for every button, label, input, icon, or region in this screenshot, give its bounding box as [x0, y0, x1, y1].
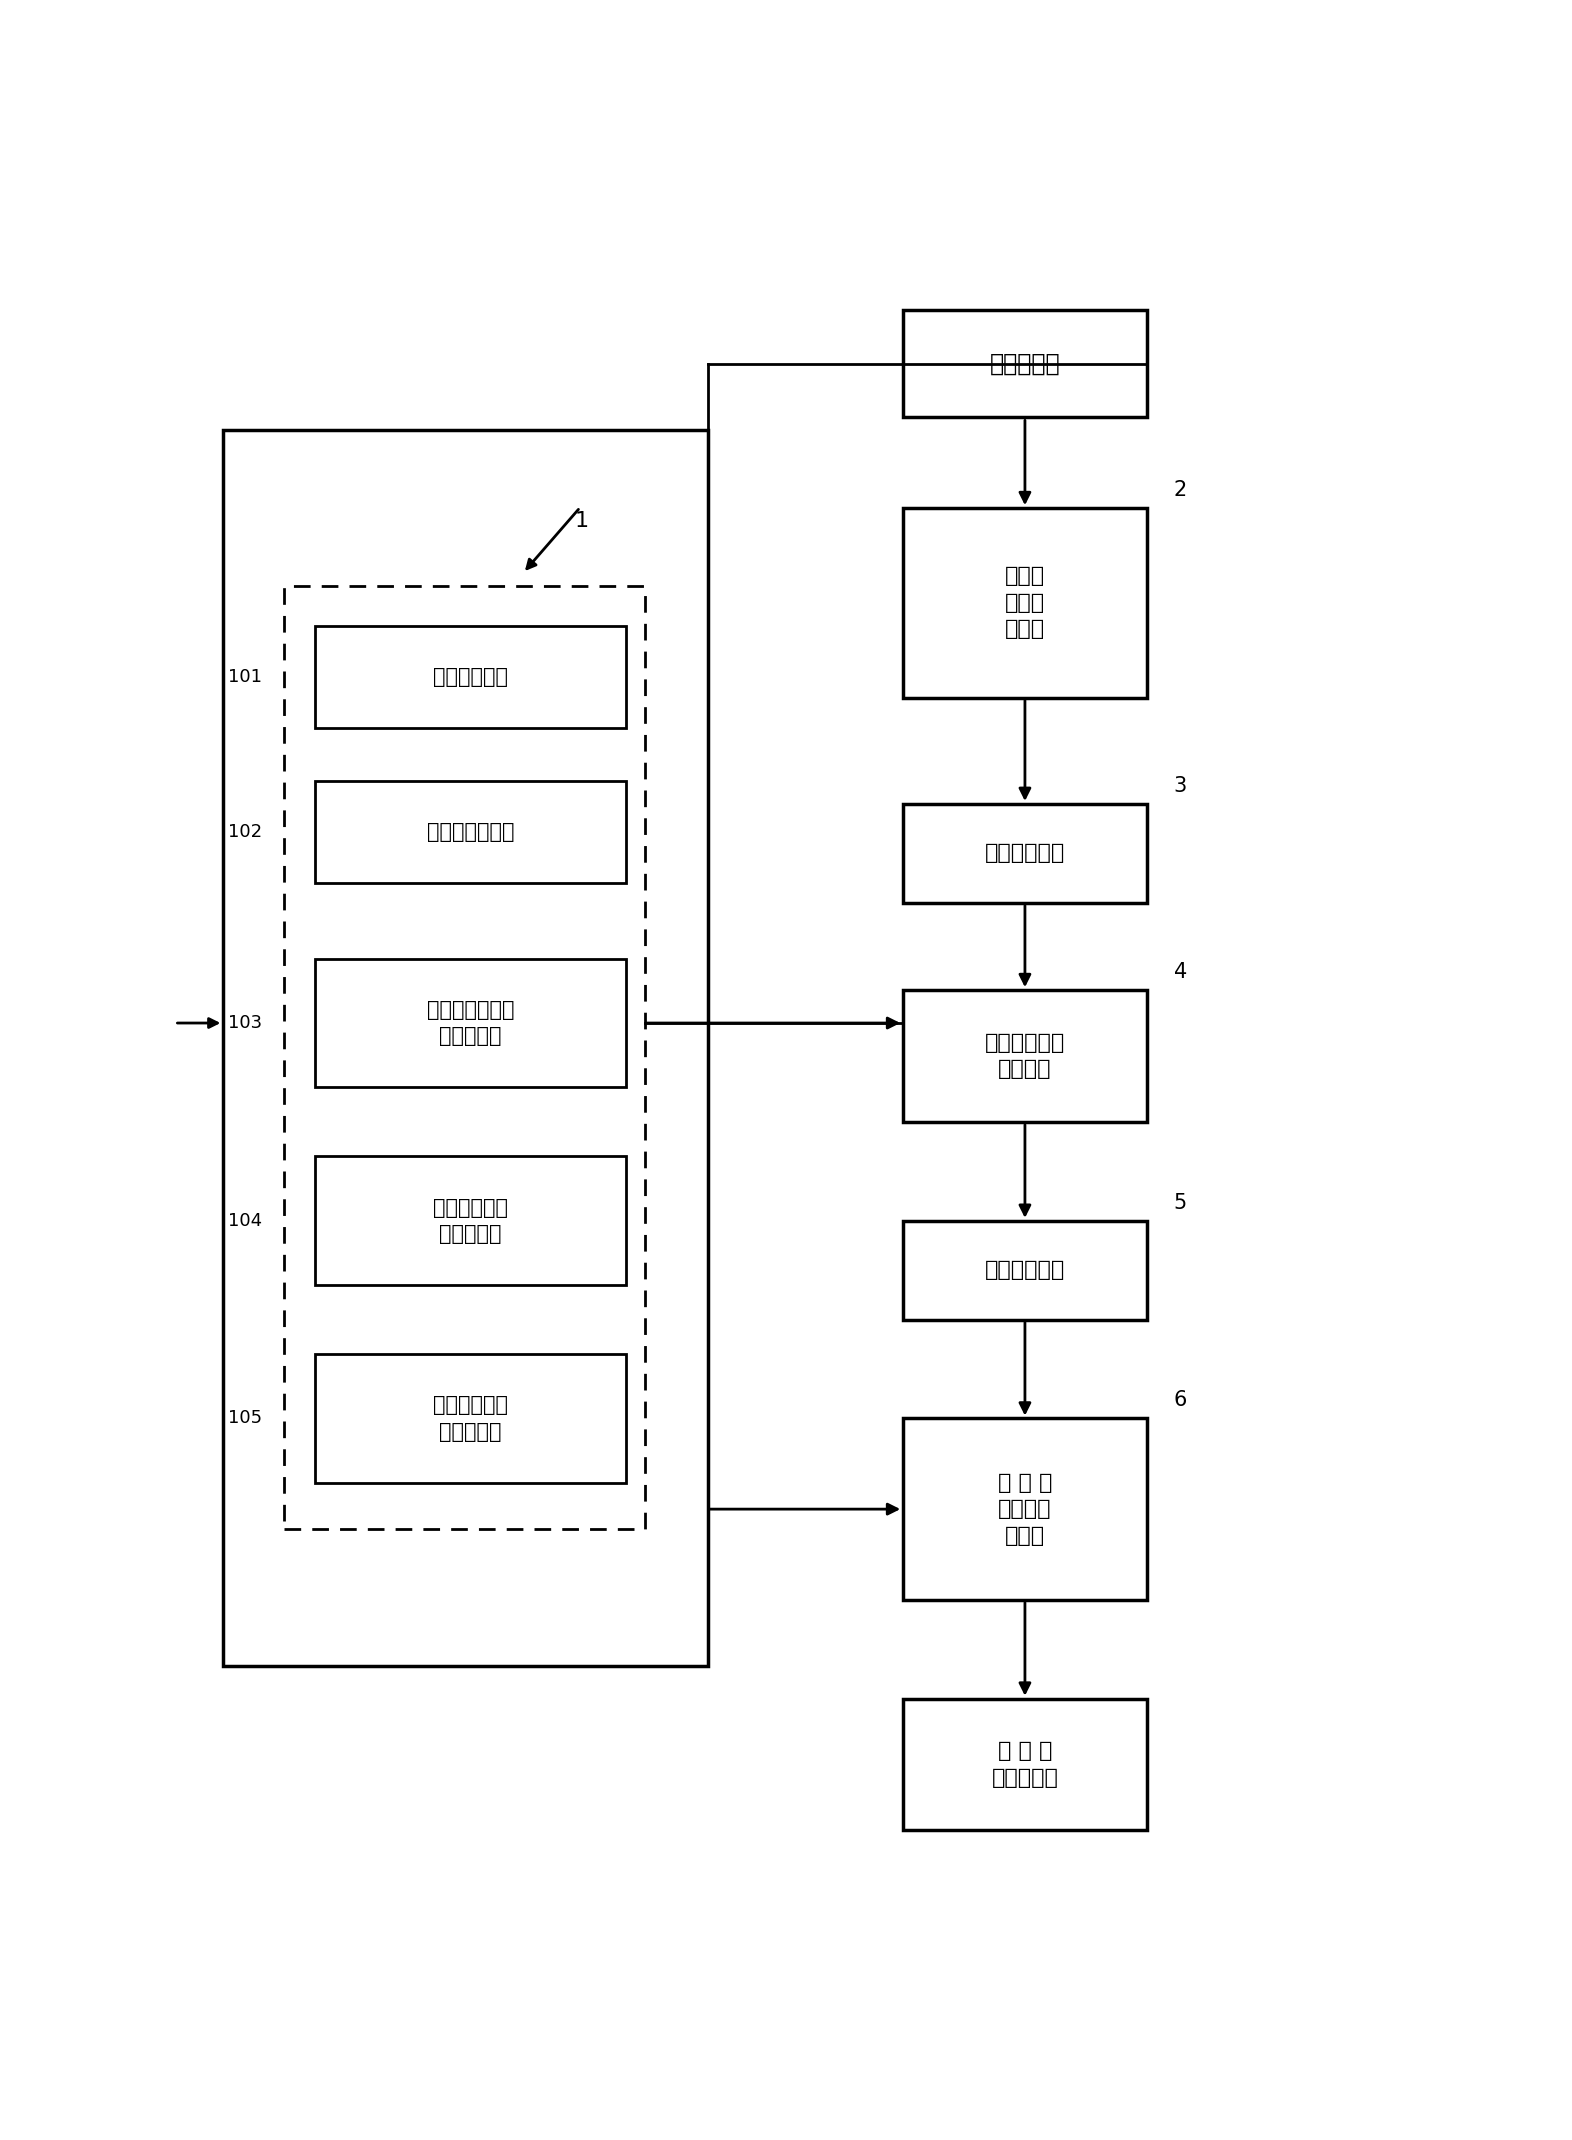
Text: 压缩数据传输
存储模块: 压缩数据传输 存储模块 [984, 1034, 1066, 1079]
Bar [316, 1355, 626, 1483]
Bar [316, 1156, 626, 1284]
Text: 5: 5 [1174, 1192, 1187, 1213]
Text: 102: 102 [228, 824, 263, 841]
Bar [316, 781, 626, 884]
Text: 超光谱图像: 超光谱图像 [990, 351, 1060, 377]
Text: 小波编码模块: 小波编码模块 [984, 843, 1066, 862]
Text: 2: 2 [1174, 479, 1187, 501]
Text: 1: 1 [574, 511, 588, 531]
Text: 小波解码模块: 小波解码模块 [984, 1260, 1066, 1280]
Text: 能量集中特性
选取子模块: 能量集中特性 选取子模块 [434, 1198, 508, 1243]
Text: 非 对 称
小波反变
换模块: 非 对 称 小波反变 换模块 [998, 1472, 1052, 1545]
Bar [223, 430, 707, 1665]
Bar [902, 1220, 1148, 1320]
Bar [285, 586, 645, 1528]
Bar [902, 1699, 1148, 1830]
Text: 3: 3 [1174, 775, 1187, 796]
Bar [902, 310, 1148, 417]
Text: 非对称
小波变
换模块: 非对称 小波变 换模块 [1005, 567, 1045, 640]
Text: 能量分布特性
选取子模块: 能量分布特性 选取子模块 [434, 1395, 508, 1442]
Bar [902, 507, 1148, 698]
Text: 广义增益子模块: 广义增益子模块 [428, 822, 514, 841]
Text: 熵评估子模块: 熵评估子模块 [434, 668, 508, 687]
Bar [316, 959, 626, 1087]
Text: 101: 101 [228, 668, 263, 687]
Bar [902, 1419, 1148, 1601]
Text: 105: 105 [228, 1410, 263, 1427]
Bar [902, 991, 1148, 1121]
Text: 量化误差敏感度
测量子模块: 量化误差敏感度 测量子模块 [428, 999, 514, 1046]
Text: 6: 6 [1174, 1391, 1187, 1410]
Bar [316, 625, 626, 728]
Text: 恢 复 的
超光谱图像: 恢 复 的 超光谱图像 [992, 1742, 1058, 1787]
Text: 103: 103 [228, 1014, 263, 1031]
Bar [902, 805, 1148, 903]
Text: 104: 104 [228, 1211, 263, 1230]
Text: 4: 4 [1174, 961, 1187, 982]
